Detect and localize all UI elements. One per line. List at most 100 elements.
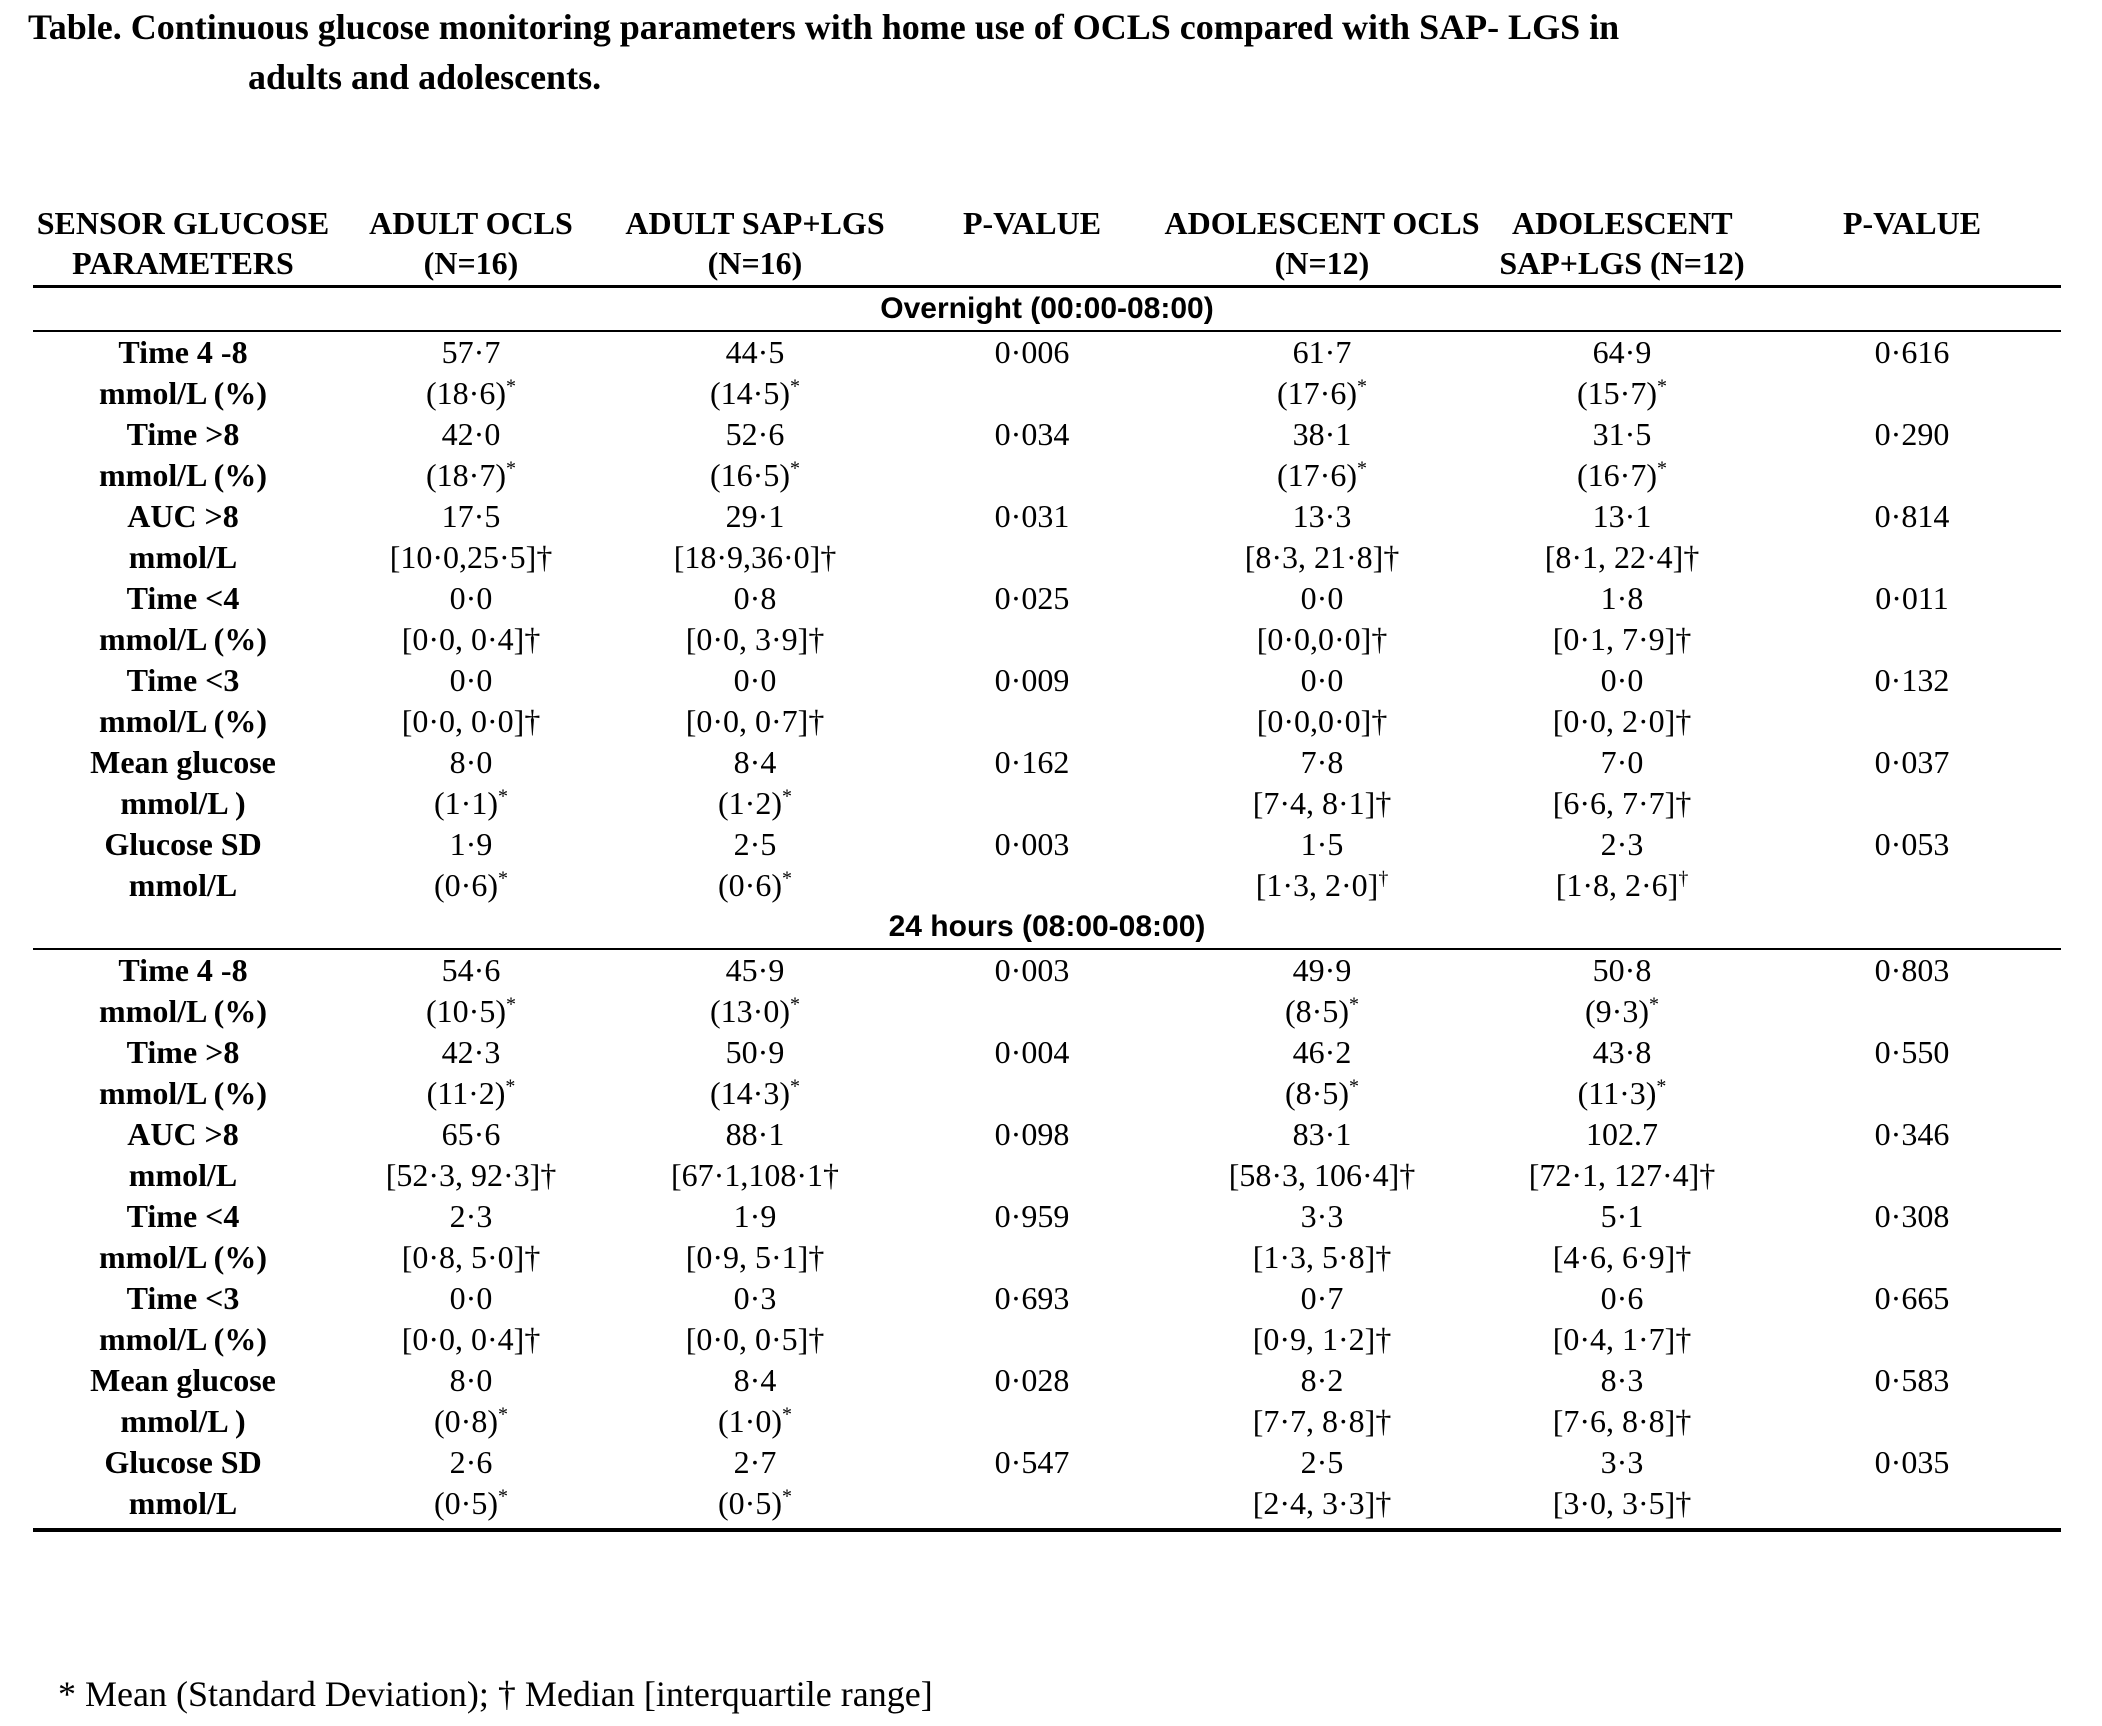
cell-adolescent-ocls: 38·1 (17·6)* [1163, 414, 1481, 496]
parameter-cell: Time 4 -8 mmol/L (%) [33, 331, 333, 414]
cell-value: 0·8 [733, 580, 777, 616]
parameter-cell: Mean glucose mmol/L ) [33, 1360, 333, 1442]
cell-adolescent-ocls: 8·2 [7·7, 8·8]† [1163, 1360, 1481, 1442]
cell-dispersion: (11·2) [426, 1075, 506, 1111]
parameter-label: mmol/L (%) [99, 621, 267, 657]
section-label: 24 hours (08:00-08:00) [33, 906, 2061, 950]
cell-marker: * [505, 457, 516, 480]
cell-marker: * [1348, 1075, 1359, 1098]
cell-adolescent-p-value: 0·290 [1763, 414, 2061, 496]
cell-value: 0·6 [1600, 1280, 1644, 1316]
cell-adult-ocls: 57·7 (18·6)* [333, 331, 609, 414]
cell-adult-ocls: 2·6 (0·5)* [333, 1442, 609, 1532]
cell-adult-sap-lgs: 2·5 (0·6)* [609, 824, 901, 906]
cell-dispersion-line: [0·8, 5·0]† [333, 1237, 609, 1278]
cell-dispersion-line: [0·9, 5·1]† [609, 1237, 901, 1278]
cell-dispersion-line: (13·0)* [609, 991, 901, 1032]
cell-marker: * [505, 993, 516, 1016]
cell-adolescent-ocls: 0·0 [0·0,0·0]† [1163, 660, 1481, 742]
table-body: Overnight (00:00-08:00) Time 4 -8 mmol/L (… [33, 286, 2061, 1532]
cell-adolescent-p-value: 0·583 [1763, 1360, 2061, 1442]
cell-dispersion: [0·0, 0·7]† [685, 703, 825, 739]
cell-adult-ocls: 42·3 (11·2)* [333, 1032, 609, 1114]
section-header-row: 24 hours (08:00-08:00) [33, 906, 2061, 950]
table-row: Time 4 -8 mmol/L (%) 54·6 (10·5)* 45·9 (13·0)… [33, 949, 2061, 1032]
cell-adolescent-ocls: 0·0 [0·0,0·0]† [1163, 578, 1481, 660]
cell-dispersion: [1·3, 5·8]† [1252, 1239, 1392, 1275]
cell-value: 50·8 [1592, 952, 1652, 988]
parameter-cell: Time >8 mmol/L (%) [33, 414, 333, 496]
cell-dispersion: [18·9,36·0]† [673, 539, 837, 575]
cell-dispersion-line: (14·5)* [609, 373, 901, 414]
cell-value: 0·132 [1874, 662, 1950, 698]
table-row: AUC >8 mmol/L 65·6 [52·3, 92·3]† 88·1 [67·1,1… [33, 1114, 2061, 1196]
cell-marker: * [497, 1403, 508, 1426]
parameter-label: Time 4 -8 [118, 334, 248, 370]
cell-adolescent-p-value: 0·037 [1763, 742, 2061, 824]
header-adolescent-sap-lgs: ADOLESCENT SAP+LGS (N=12) [1481, 203, 1763, 288]
cell-dispersion-line: [10·0,25·5]† [333, 537, 609, 578]
cell-dispersion: [0·0, 3·9]† [685, 621, 825, 657]
cell-value: 49·9 [1292, 952, 1352, 988]
cell-value: 0·290 [1874, 416, 1950, 452]
cell-dispersion: (0·5) [718, 1485, 782, 1521]
cell-value: 3·3 [1600, 1444, 1644, 1480]
cell-value: 44·5 [725, 334, 785, 370]
cell-adolescent-sap-lgs: 13·1 [8·1, 22·4]† [1481, 496, 1763, 578]
cell-dispersion-line: (8·5)* [1163, 991, 1481, 1032]
cell-adolescent-sap-lgs: 0·6 [0·4, 1·7]† [1481, 1278, 1763, 1360]
cell-marker: * [781, 1485, 792, 1508]
cell-adolescent-p-value: 0·132 [1763, 660, 2061, 742]
cell-marker: * [1656, 1075, 1667, 1098]
cell-marker: † [1678, 867, 1689, 890]
cell-value: 0·025 [994, 580, 1070, 616]
parameter-cell: Mean glucose mmol/L ) [33, 742, 333, 824]
cell-dispersion-line: [0·0, 0·5]† [609, 1319, 901, 1360]
cell-dispersion-line: [0·0, 2·0]† [1481, 701, 1763, 742]
cell-adolescent-sap-lgs: 43·8 (11·3)* [1481, 1032, 1763, 1114]
cell-value: 0·346 [1874, 1116, 1950, 1152]
cell-dispersion: [0·0, 0·0]† [401, 703, 541, 739]
cell-dispersion: (9·3) [1585, 993, 1649, 1029]
cell-dispersion: [67·1,108·1† [671, 1157, 839, 1193]
cell-adult-sap-lgs: 0·3 [0·0, 0·5]† [609, 1278, 901, 1360]
cell-dispersion-line: [52·3, 92·3]† [333, 1155, 609, 1196]
cell-dispersion-line: (18·7)* [333, 455, 609, 496]
cell-value: 102.7 [1586, 1116, 1658, 1152]
table-row: Glucose SD mmol/L 2·6 (0·5)* 2·7 (0·5)* 0·547 2… [33, 1442, 2061, 1532]
cell-dispersion-line: (11·2)* [333, 1073, 609, 1114]
cell-adult-sap-lgs: 88·1 [67·1,108·1† [609, 1114, 901, 1196]
table-title: Table. Continuous glucose monitoring par… [28, 2, 2088, 102]
cell-adolescent-p-value: 0·803 [1763, 949, 2061, 1032]
table-row: Time >8 mmol/L (%) 42·0 (18·7)* 52·6 (16·5)* 0… [33, 414, 2061, 496]
cell-dispersion-line: [0·0, 0·7]† [609, 701, 901, 742]
cell-dispersion: [6·6, 7·7]† [1552, 785, 1692, 821]
cell-value: 0·034 [994, 416, 1070, 452]
parameter-label: mmol/L (%) [99, 1075, 267, 1111]
cell-dispersion: [7·4, 8·1]† [1252, 785, 1392, 821]
cell-value: 0·098 [994, 1116, 1070, 1152]
cell-marker: * [1356, 375, 1367, 398]
cell-value: 5·1 [1600, 1198, 1644, 1234]
cell-adult-p-value: 0·031 [901, 496, 1163, 578]
cell-value: 0·0 [1600, 662, 1644, 698]
parameter-label: mmol/L [128, 1485, 238, 1521]
cell-adult-ocls: 0·0 [0·0, 0·4]† [333, 578, 609, 660]
cell-dispersion: (17·6) [1277, 375, 1357, 411]
parameter-cell: AUC >8 mmol/L [33, 1114, 333, 1196]
table-row: Time 4 -8 mmol/L (%) 57·7 (18·6)* 44·5 (14·5)… [33, 331, 2061, 414]
cell-marker: * [789, 457, 800, 480]
cell-value: 0·616 [1874, 334, 1950, 370]
parameter-label: AUC >8 [127, 1116, 239, 1152]
parameter-cell: AUC >8 mmol/L [33, 496, 333, 578]
cell-adolescent-ocls: 46·2 (8·5)* [1163, 1032, 1481, 1114]
cell-adult-p-value: 0·162 [901, 742, 1163, 824]
cell-dispersion: (10·5) [426, 993, 506, 1029]
cell-dispersion: [8·3, 21·8]† [1244, 539, 1400, 575]
header-adolescent-ocls: ADOLESCENT OCLS (N=12) [1163, 203, 1481, 288]
cell-dispersion-line: [8·1, 22·4]† [1481, 537, 1763, 578]
cell-dispersion-line: (0·8)* [333, 1401, 609, 1442]
cell-dispersion: [0·0,0·0]† [1256, 703, 1388, 739]
cell-adult-ocls: 42·0 (18·7)* [333, 414, 609, 496]
cell-value: 13·3 [1292, 498, 1352, 534]
